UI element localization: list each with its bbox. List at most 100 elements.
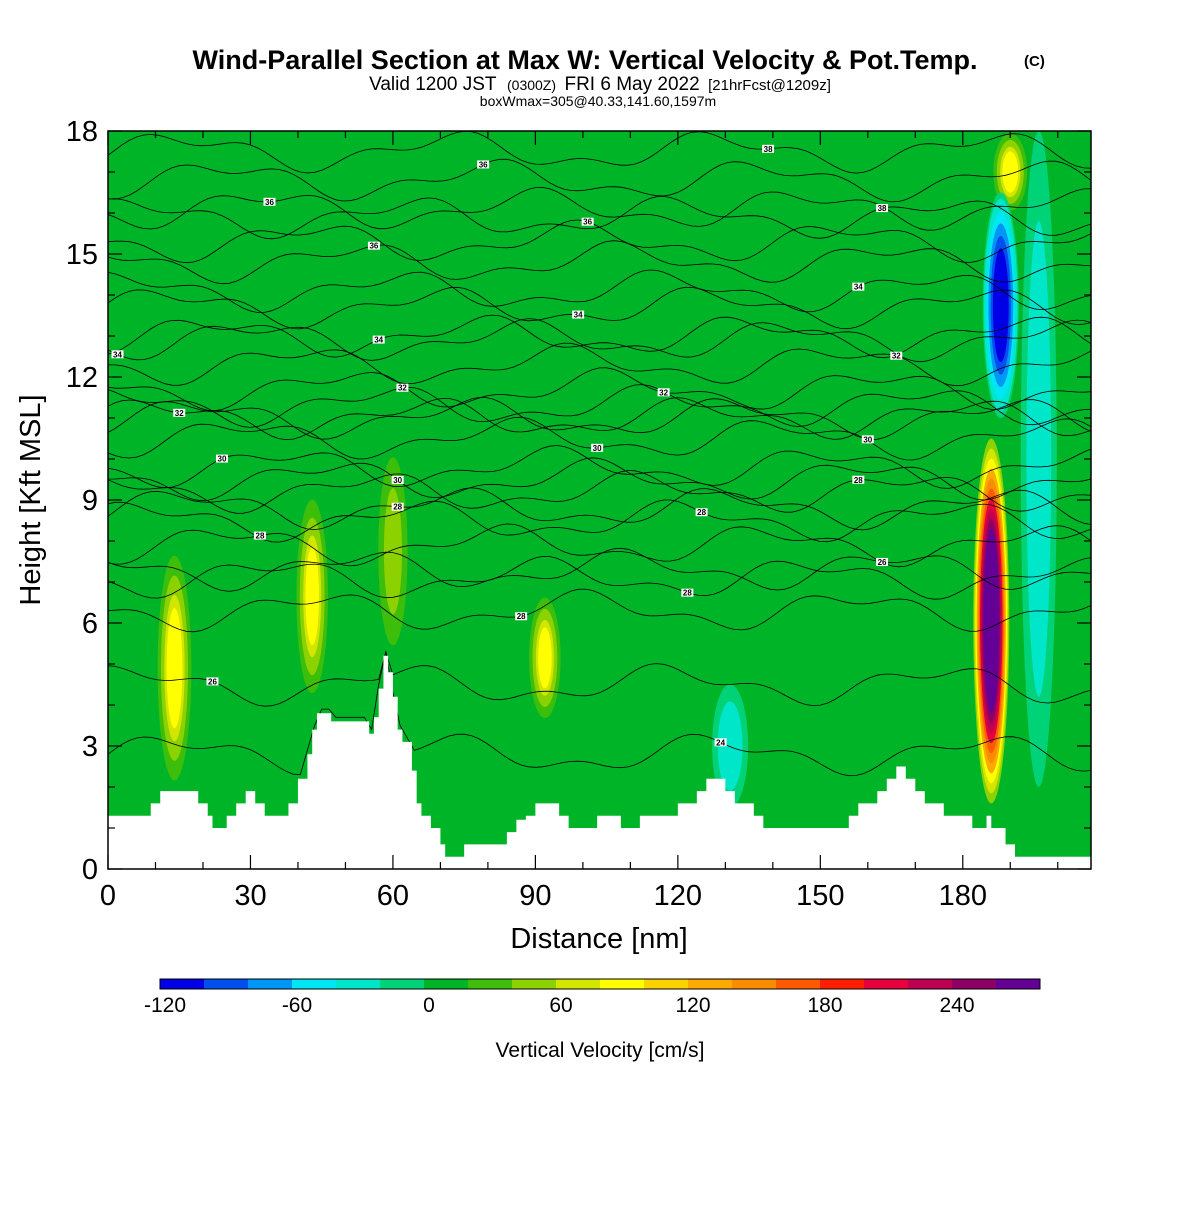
contour-label-4: 28: [683, 589, 692, 598]
y-tick-label-9: 9: [82, 485, 98, 517]
colorbar-tick--60: -60: [282, 994, 312, 1017]
contour-label-bg-12: [861, 435, 874, 444]
subtitle-valid: Valid 1200 JST: [369, 74, 497, 95]
colorbar-tick-0: 0: [423, 994, 435, 1017]
chart-title: Wind-Parallel Section at Max W: Vertical…: [193, 45, 978, 75]
theta-contour-10: [108, 445, 1091, 489]
colorbar-swatch-15: [820, 979, 865, 989]
contour-label-bg-0: [714, 738, 727, 747]
terrain: [108, 655, 1091, 869]
updraft-band-3-10: [538, 627, 552, 689]
contour-label-bg-10: [215, 454, 228, 463]
colorbar-swatch-19: [996, 979, 1041, 989]
subtitle-forecast: [21hrFcst@1209z]: [708, 77, 831, 94]
theta-contour-3: [108, 588, 1091, 633]
theta-contour-16: [108, 342, 1091, 387]
updraft-band-1-10: [305, 547, 319, 646]
theta-contour-24: [108, 158, 1091, 203]
theta-contour-6: [108, 487, 1091, 531]
theta-contour-0: [108, 651, 1091, 777]
contour-label-bg-14: [396, 383, 409, 392]
contour-label-bg-19: [572, 310, 585, 319]
theta-contour-21: [108, 240, 1091, 285]
theta-contour-7: [108, 499, 1091, 543]
colorbar-swatch-8: [512, 979, 557, 989]
downdraft-band-2-10: [1031, 311, 1046, 607]
contour-label-bg-16: [890, 351, 903, 360]
contour-label-bg-25: [762, 144, 775, 153]
chart-subtitle: Valid 1200 JST (0300Z) FRI 6 May 2022 [2…: [369, 74, 831, 95]
colorbar-swatch-10: [600, 979, 645, 989]
theta-contour-18: [108, 314, 1091, 359]
y-tick-label-15: 15: [66, 239, 98, 271]
contour-label-19: 34: [574, 311, 583, 320]
subtitle-date: FRI 6 May 2022: [564, 74, 699, 95]
theta-contour-1: [108, 650, 1091, 707]
colorbar-frame: [159, 978, 1041, 990]
colorbar-ticks: -120 -60 0 60 120 180 240: [144, 994, 975, 1017]
contour-label-11: 30: [593, 444, 602, 453]
contour-label-8: 28: [854, 476, 863, 485]
colorbar-swatch-2: [248, 979, 293, 989]
updraft-band-2-10: [386, 500, 400, 602]
subtitle-boxwmax: boxWmax=305@40.33,141.60,1597m: [480, 93, 716, 109]
contour-label-bg-15: [657, 388, 670, 397]
theta-contour-25: [108, 131, 1091, 174]
contour-label-16: 32: [892, 352, 901, 361]
contour-label-bg-5: [253, 531, 266, 540]
contour-label-7: 28: [697, 508, 706, 517]
colorbar-swatch-1: [204, 979, 249, 989]
contour-label-bg-21: [367, 241, 380, 250]
contour-label-3: 28: [517, 612, 526, 621]
contour-label-13: 32: [175, 409, 184, 418]
contour-label-bg-3: [515, 612, 528, 621]
colorbar-tick--120: -120: [144, 994, 186, 1017]
colorbar-label: Vertical Velocity [cm/s]: [496, 1039, 705, 1062]
contour-label-bg-4: [681, 588, 694, 597]
y-tick-label-3: 3: [82, 731, 98, 763]
x-tick-label-150: 150: [796, 880, 844, 912]
contour-label-bg-20: [852, 282, 865, 291]
x-tick-label-120: 120: [654, 880, 702, 912]
theta-contour-8: [108, 470, 1091, 514]
contour-label-bg-23: [263, 197, 276, 206]
contour-label-23: 36: [265, 198, 274, 207]
updraft-band-0-10: [167, 614, 182, 722]
velocity-field: [156, 131, 1057, 808]
colorbar-tick-120: 120: [675, 994, 710, 1017]
theta-contours: [108, 131, 1091, 777]
contour-label-bg-18: [372, 335, 385, 344]
theta-contour-15: [108, 367, 1091, 412]
colorbar: [159, 978, 1041, 990]
background-field: [108, 131, 1091, 869]
theta-contour-17: [108, 318, 1091, 363]
theta-contour-12: [108, 397, 1091, 441]
colorbar-swatch-12: [688, 979, 733, 989]
theta-contour-26: [108, 195, 1091, 240]
contour-label-bg-22: [581, 217, 594, 226]
contour-label-12: 30: [863, 435, 872, 444]
y-tick-label-0: 0: [82, 854, 98, 886]
contour-label-25: 38: [764, 145, 773, 154]
colorbar-swatch-17: [908, 979, 953, 989]
x-axis-label: Distance [nm]: [510, 923, 687, 955]
contour-label-22: 36: [583, 218, 592, 227]
theta-contour-14: [108, 384, 1091, 428]
contour-label-bg-26: [876, 204, 889, 213]
x-tick-label-30: 30: [234, 880, 266, 912]
contour-label-bg-8: [852, 475, 865, 484]
x-tick-label-90: 90: [519, 880, 551, 912]
contour-label-bg-13: [173, 408, 186, 417]
y-tick-label-6: 6: [82, 608, 98, 640]
x-tick-label-180: 180: [939, 880, 987, 912]
subtitle-utc: (0300Z): [507, 77, 556, 93]
theta-contour-9: [108, 457, 1091, 502]
theta-contour-19: [108, 286, 1091, 330]
theta-contour-20: [108, 269, 1091, 313]
colorbar-swatch-3: [292, 979, 337, 989]
x-axis-ticks: 0 30 60 90 120 150 180: [100, 131, 1059, 912]
colorbar-swatch-18: [952, 979, 997, 989]
contour-label-bg-17: [111, 350, 124, 359]
contour-label-bg-6: [391, 502, 404, 511]
